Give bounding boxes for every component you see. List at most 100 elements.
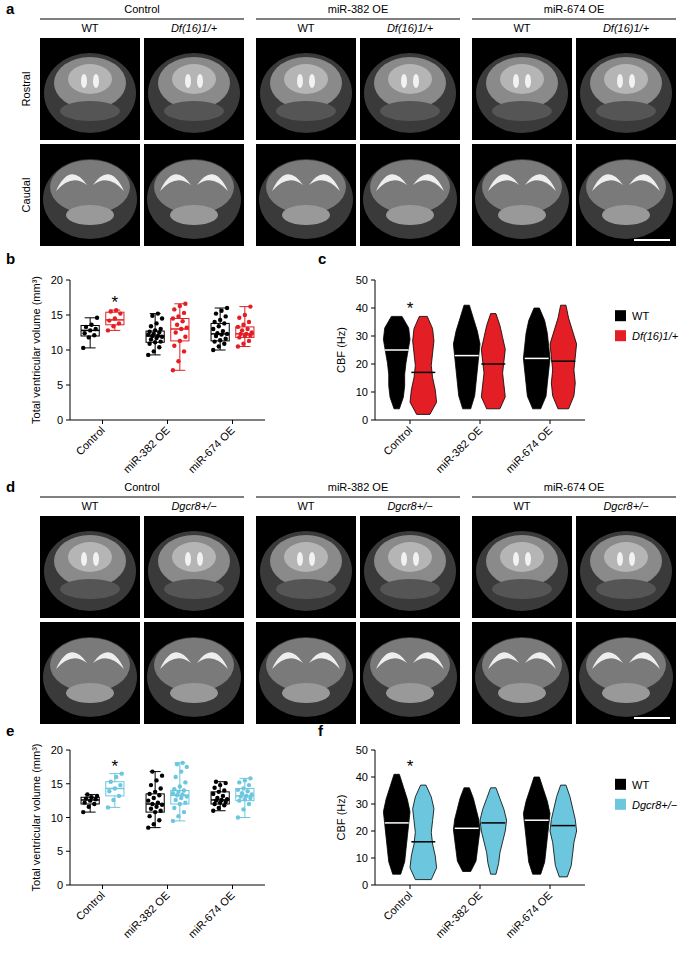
cortex <box>284 542 328 572</box>
head <box>260 53 352 133</box>
image-background <box>144 516 244 618</box>
data-point <box>178 339 182 343</box>
data-point <box>219 798 223 802</box>
panel-label: a <box>6 0 15 17</box>
data-point <box>152 822 156 826</box>
data-point <box>217 806 221 810</box>
data-point <box>247 339 251 343</box>
image-background <box>256 516 356 618</box>
ventricle <box>525 174 556 191</box>
violin <box>480 788 507 874</box>
data-point <box>175 762 179 766</box>
data-point <box>217 344 221 348</box>
figure: aControlWTDf(16)1/+miR-382 OEWTDf(16)1/+… <box>0 0 700 957</box>
panel-label: d <box>6 478 15 495</box>
median <box>481 363 505 365</box>
data-point <box>174 798 178 802</box>
group-title: miR-674 OE <box>544 481 605 493</box>
data-point <box>182 349 186 353</box>
y-tick <box>371 420 375 421</box>
whisker-cap <box>215 350 226 351</box>
median <box>481 822 505 824</box>
significance-marker: * <box>407 757 414 776</box>
image-background <box>360 622 460 724</box>
tissue <box>498 683 546 703</box>
data-point <box>176 790 180 794</box>
y-tick-label: 20 <box>356 358 368 370</box>
y-tick <box>66 420 70 421</box>
data-point <box>160 773 164 777</box>
data-point <box>182 810 186 814</box>
data-point <box>111 798 115 802</box>
ventricle <box>413 74 419 88</box>
image-background <box>472 516 572 618</box>
data-point <box>82 331 86 335</box>
data-point <box>221 329 225 333</box>
y-tick <box>66 385 70 386</box>
data-point <box>174 330 178 334</box>
head <box>43 159 137 239</box>
y-tick-label: 10 <box>51 344 63 356</box>
plot-area <box>81 302 254 373</box>
group-rule <box>256 497 460 498</box>
x-tick <box>232 420 233 424</box>
plot-area <box>383 774 576 879</box>
tissue <box>60 579 120 599</box>
whisker-cap <box>174 820 185 821</box>
whisker-cap <box>85 812 96 813</box>
data-point <box>218 783 222 787</box>
data-point <box>215 796 219 800</box>
whisker-cap <box>150 827 161 828</box>
ventricle <box>513 552 519 566</box>
data-point <box>179 327 183 331</box>
group-title: Control <box>124 3 159 15</box>
data-point <box>160 802 164 806</box>
column-label: WT <box>81 500 98 512</box>
tissue <box>276 101 336 121</box>
data-point <box>176 359 180 363</box>
ventricle <box>617 552 623 566</box>
group-title: miR-674 OE <box>544 3 605 15</box>
tissue <box>164 579 224 599</box>
y-tick <box>371 885 375 886</box>
ventricle <box>629 174 660 191</box>
y-tick <box>66 817 70 818</box>
data-point <box>153 328 157 332</box>
head <box>580 53 672 133</box>
mri-image <box>256 622 356 724</box>
data-point <box>185 794 189 798</box>
data-point <box>248 776 252 780</box>
tissue <box>492 101 552 121</box>
data-point <box>237 316 241 320</box>
data-point <box>211 809 215 813</box>
head <box>579 159 673 239</box>
data-point <box>93 327 97 331</box>
data-point <box>211 792 215 796</box>
data-point <box>149 783 153 787</box>
data-point <box>171 368 175 372</box>
data-point <box>243 778 247 782</box>
data-point <box>152 796 156 800</box>
y-tick-label: 15 <box>51 778 63 790</box>
mri-image <box>360 144 460 246</box>
whisker-cap <box>109 330 120 331</box>
data-point <box>160 335 164 339</box>
ventricle <box>629 74 635 88</box>
data-point <box>178 304 182 308</box>
x-tick-label: miR-382 OE <box>121 424 172 475</box>
data-point <box>171 316 175 320</box>
head <box>364 531 456 611</box>
y-tick-label: 0 <box>362 879 368 891</box>
y-tick <box>371 364 375 365</box>
data-point <box>171 791 175 795</box>
column-label: WT <box>513 500 530 512</box>
tissue <box>282 205 330 225</box>
data-point <box>92 802 96 806</box>
data-point <box>237 780 241 784</box>
ventricle <box>488 174 519 191</box>
x-tick <box>480 885 481 889</box>
y-tick-label: 20 <box>51 274 63 286</box>
data-point <box>241 807 245 811</box>
ventricle <box>629 652 660 669</box>
data-point <box>146 798 150 802</box>
